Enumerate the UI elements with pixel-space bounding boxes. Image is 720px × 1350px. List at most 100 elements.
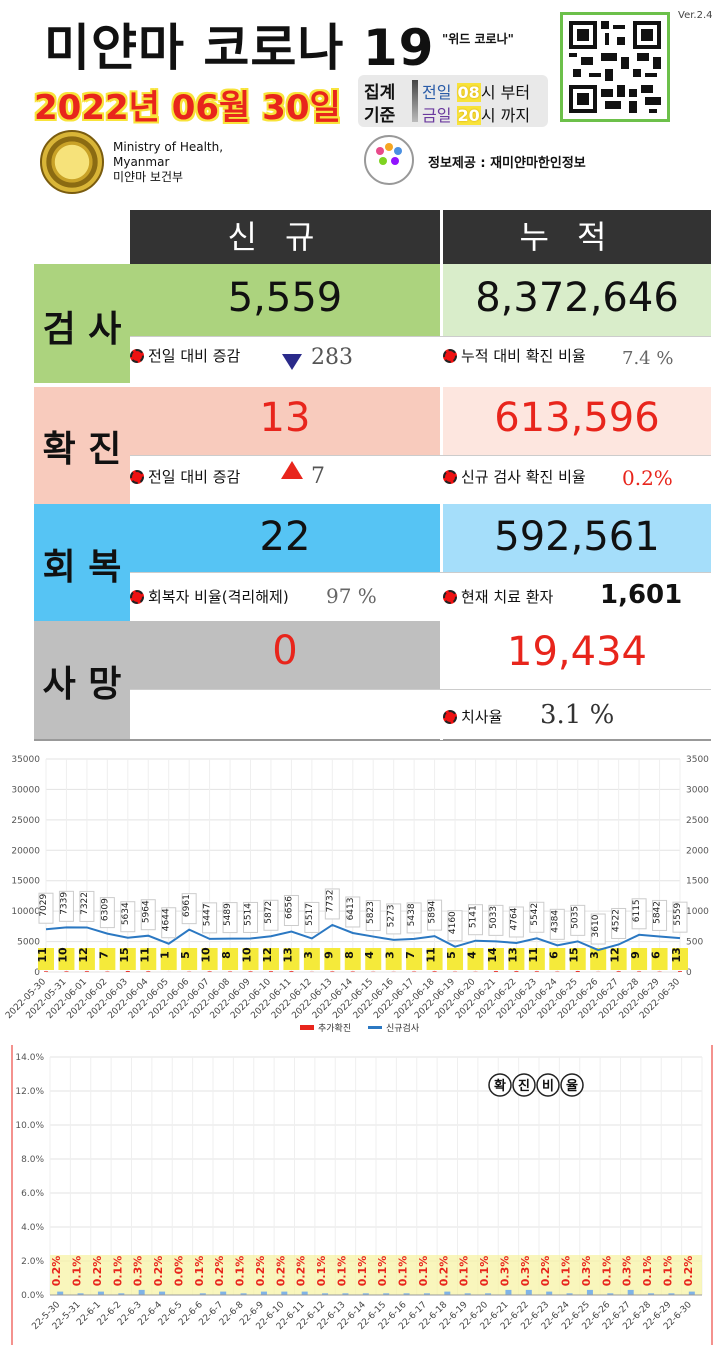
confirmed-label-bg: [447, 948, 464, 970]
ratio-bar: [97, 1291, 104, 1295]
tests-label-bg: [365, 900, 381, 932]
confirmed-bar: [678, 971, 682, 972]
ratio-data-label: 0.1%: [315, 1256, 328, 1287]
confirmed-data-label: 13: [281, 947, 294, 962]
virus-icon: [443, 590, 457, 604]
tests-label-bg: [140, 899, 156, 931]
tests-label-bg: [345, 896, 361, 928]
row-label-test-bg: [34, 264, 130, 383]
ratio-bar: [301, 1291, 308, 1295]
confirmed-label-bg: [528, 948, 545, 970]
confirmed-data-label: 11: [36, 947, 49, 962]
fatality-rate-value: 3.1 %: [540, 700, 615, 730]
qr-code[interactable]: [560, 12, 670, 122]
title-char-circle: [488, 1073, 512, 1097]
tests-data-label: 6309: [100, 898, 110, 921]
ratio-data-label: 0.1%: [71, 1256, 84, 1287]
ratio-bar: [138, 1289, 145, 1295]
y-right-tick-label: 1000: [686, 907, 709, 917]
tests-data-label: 5823: [366, 901, 376, 924]
confirmed-bar: [432, 971, 437, 972]
confirmed-data-label: 6: [650, 951, 663, 959]
korean-community-logo-icon: [364, 135, 414, 185]
confirmed-bar: [64, 971, 69, 972]
ratio-bar: [362, 1293, 369, 1295]
recovery-ratio-value: 97 %: [326, 584, 377, 608]
death-total-value: 19,434: [443, 621, 711, 689]
death-new-value: 0: [130, 621, 440, 689]
ratio-data-label: 0.2%: [50, 1256, 63, 1287]
confirmed-bar: [146, 971, 151, 972]
confirmed-bar: [44, 971, 48, 972]
confirmed-label-bg: [201, 948, 218, 970]
virus-icon: [443, 710, 457, 724]
ratio-bar: [260, 1291, 267, 1295]
confirmed-data-label: 10: [56, 947, 69, 963]
confirmed-label-bg: [262, 948, 279, 970]
ratio-data-label: 0.1%: [560, 1256, 573, 1287]
y-right-tick-label: 3000: [686, 785, 709, 795]
col-header-total: 누적: [443, 210, 711, 264]
test-total-value: 8,372,646: [443, 264, 711, 336]
tests-label-bg: [120, 901, 136, 933]
y-left-tick-label: 25000: [11, 816, 40, 826]
confirmed-label-bg: [549, 948, 566, 970]
tests-data-label: 6115: [632, 899, 642, 922]
confirmed-label-bg: [406, 948, 423, 970]
test-positive-ratio: 누적 대비 확진 비율: [443, 345, 586, 366]
tests-label-bg: [243, 901, 259, 933]
ratio-bar: [220, 1291, 227, 1295]
new-test-positive-ratio-value: 0.2%: [622, 466, 673, 490]
ratio-data-label: 0.1%: [111, 1256, 124, 1287]
confirmed-label-bg: [160, 948, 177, 970]
table-column-divider: [440, 210, 443, 740]
qr-code-pattern: [569, 21, 661, 113]
ratio-bar: [505, 1289, 512, 1295]
tests-line: [45, 923, 681, 952]
y-right-tick-label: 2000: [686, 846, 709, 856]
virus-icon: [130, 470, 144, 484]
confirmed-label-bg: [99, 948, 116, 970]
confirmed-label-bg: [324, 948, 341, 970]
confirmed-data-label: 13: [670, 947, 683, 962]
legend-label-confirmed: 추가확진: [318, 1022, 351, 1034]
ratio-bar: [444, 1291, 451, 1295]
ratio-bar: [627, 1289, 634, 1295]
ratio-bar: [668, 1293, 675, 1295]
row-divider: [130, 572, 711, 573]
y-right-tick-label: 1500: [686, 877, 709, 887]
confirmed-data-label: 8: [220, 951, 233, 959]
ratio-data-label: 0.2%: [213, 1256, 226, 1287]
version-label: Ver.2.4: [678, 10, 713, 21]
ratio-data-label: 0.0%: [172, 1256, 185, 1287]
test-daily-change-value: 283: [311, 345, 353, 370]
period-box: 집계 기준 전일 08시 부터 금일 20시 까지: [358, 75, 548, 127]
row-label-confirmed-bg: [34, 387, 130, 504]
ratio-data-label: 0.1%: [234, 1256, 247, 1287]
ratio-data-label: 0.2%: [91, 1256, 104, 1287]
y-tick-label: 8.0%: [21, 1155, 44, 1165]
tests-label-bg: [202, 902, 218, 934]
confirmed-data-label: 3: [302, 951, 315, 959]
tests-data-label: 3610: [591, 914, 601, 937]
tests-data-label: 7339: [59, 892, 69, 915]
ratio-data-label: 0.2%: [254, 1256, 267, 1287]
tests-label-bg: [652, 899, 668, 931]
confirmed-data-label: 15: [568, 947, 581, 962]
confirmed-label-bg: [508, 948, 525, 970]
confirmed-bar: [84, 971, 89, 972]
tests-label-bg: [406, 902, 422, 934]
confirmed-new-value: 13: [130, 387, 440, 455]
ratio-bar: [383, 1293, 390, 1295]
tests-label-bg: [58, 890, 74, 922]
ratio-bar: [464, 1293, 471, 1295]
ratio-data-label: 0.1%: [356, 1256, 369, 1287]
ratio-bar: [586, 1289, 593, 1295]
tests-label-bg: [324, 888, 340, 920]
ratio-bar: [525, 1289, 532, 1295]
ratio-bar: [607, 1293, 614, 1295]
confirmed-label-bg: [365, 948, 382, 970]
tests-label-bg: [304, 901, 320, 933]
tests-data-label: 5141: [468, 905, 478, 928]
tests-data-label: 5634: [121, 902, 131, 925]
